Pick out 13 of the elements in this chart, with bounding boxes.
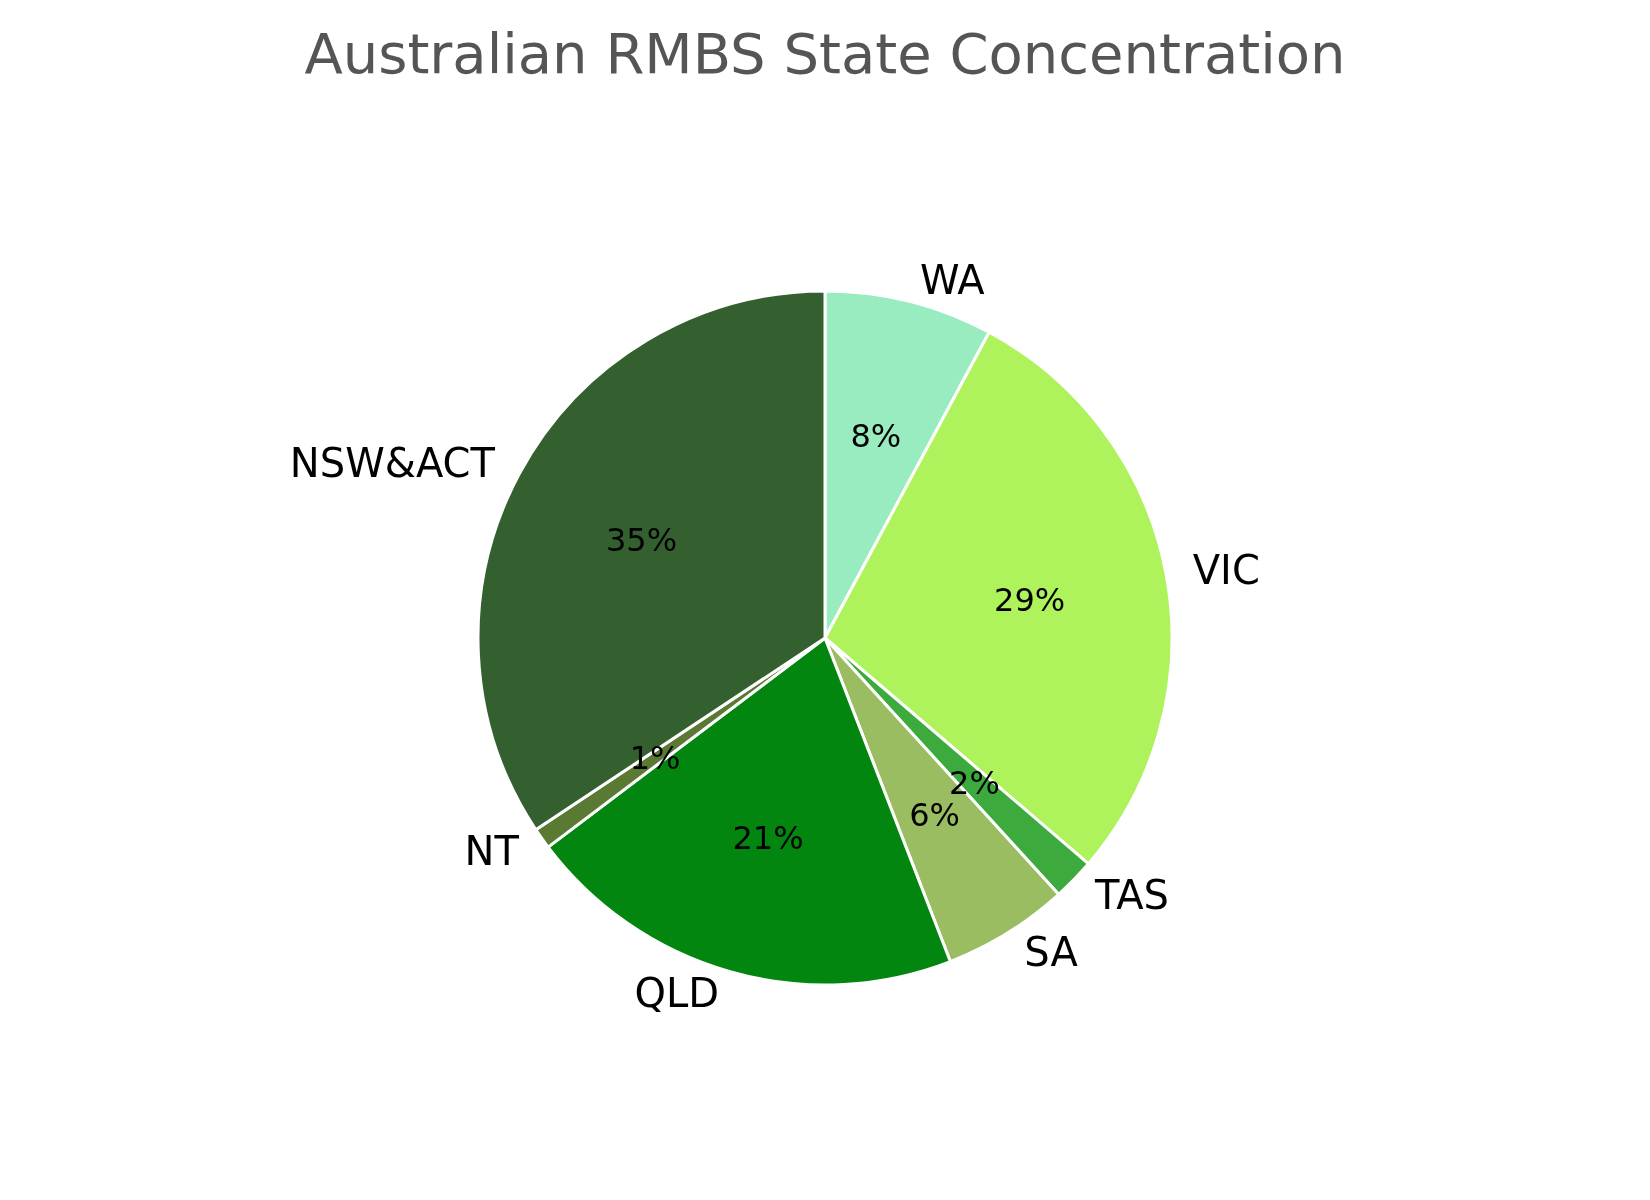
slice-label: WA [920,257,986,304]
slice-label: NT [464,828,520,875]
slice-label: TAS [1093,871,1169,918]
data-label: 35% [606,520,678,559]
data-label: 21% [732,819,804,858]
slice-label: SA [1024,928,1079,975]
slice-label: VIC [1192,547,1260,594]
chart-title: Australian RMBS State Concentration [304,20,1346,86]
slice-label: NSW&ACT [289,440,496,487]
slice-label: QLD [634,969,720,1016]
data-label: 6% [909,796,960,835]
data-label: 29% [994,580,1066,619]
data-label: 8% [850,417,902,456]
